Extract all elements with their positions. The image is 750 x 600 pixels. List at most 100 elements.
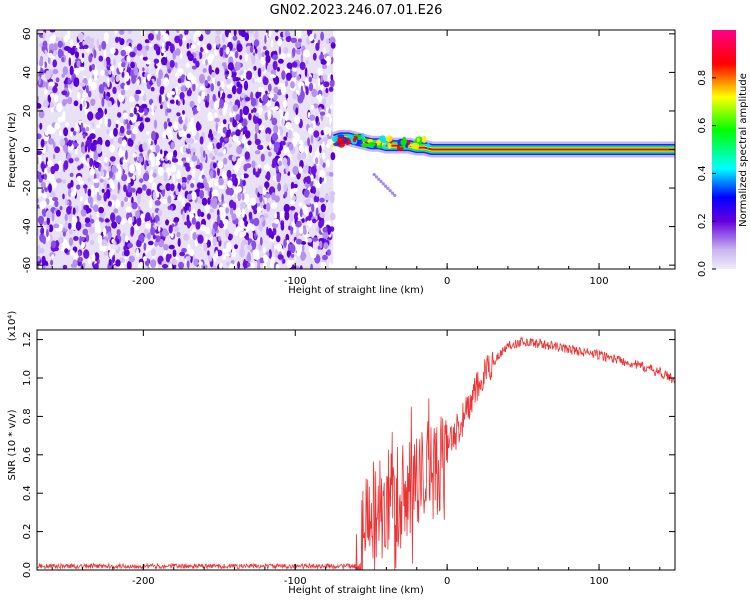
noise-speckle (74, 51, 80, 59)
noise-speckle (282, 99, 288, 108)
noise-speckle (331, 263, 336, 269)
noise-speckle (103, 227, 107, 237)
noise-speckle (209, 256, 212, 262)
noise-speckle (61, 73, 65, 78)
noise-speckle (255, 91, 260, 99)
noise-speckle (136, 187, 143, 194)
noise-speckle (151, 212, 154, 220)
noise-speckle (167, 134, 174, 140)
noise-speckle (96, 38, 100, 48)
y-tick-label: 0.2 (22, 524, 33, 540)
noise-speckle (86, 157, 90, 163)
noise-speckle (266, 226, 269, 236)
noise-speckle (79, 103, 83, 112)
y-tick-label: -60 (22, 257, 33, 273)
noise-speckle (215, 122, 218, 132)
noise-speckle (199, 136, 204, 145)
noise-speckle (320, 261, 327, 268)
noise-speckle (127, 138, 132, 147)
noise-speckle (115, 259, 121, 267)
noise-speckle (272, 93, 278, 101)
noise-speckle (146, 232, 151, 240)
noise-speckle (120, 89, 126, 96)
noise-speckle (267, 83, 272, 92)
noise-speckle (288, 225, 291, 231)
noise-speckle (243, 80, 249, 91)
noise-speckle (311, 88, 318, 98)
noise-speckle (106, 129, 110, 135)
noise-speckle (267, 109, 272, 120)
noise-speckle (235, 226, 241, 233)
noise-speckle (302, 228, 307, 235)
noise-speckle (154, 241, 158, 247)
noise-speckle (209, 208, 215, 213)
noise-speckle (149, 80, 153, 86)
noise-speckle (286, 62, 293, 69)
signal-blob (400, 139, 407, 146)
noise-speckle (146, 188, 152, 196)
noise-speckle (232, 35, 238, 41)
noise-speckle (308, 76, 313, 83)
noise-speckle (54, 146, 60, 154)
noise-speckle (245, 70, 253, 81)
noise-speckle (277, 254, 284, 260)
noise-speckle (299, 61, 306, 71)
noise-speckle (62, 193, 65, 200)
noise-speckle (275, 35, 279, 42)
noise-speckle (236, 43, 243, 53)
noise-speckle (204, 226, 211, 235)
noise-speckle (219, 108, 223, 116)
noise-speckle (219, 47, 224, 57)
noise-speckle (327, 225, 332, 235)
noise-speckle (175, 188, 179, 196)
noise-speckle (329, 262, 332, 269)
noise-speckle (273, 218, 280, 224)
noise-speckle (207, 197, 211, 205)
noise-speckle (126, 130, 132, 136)
noise-speckle (186, 260, 190, 268)
noise-speckle (182, 146, 186, 153)
noise-speckle (275, 235, 281, 243)
noise-speckle (111, 194, 117, 201)
noise-speckle (142, 93, 147, 102)
noise-speckle (178, 130, 184, 138)
noise-speckle (262, 77, 269, 86)
y-tick-label: 0.6 (22, 447, 33, 463)
x-tick-label: -200 (132, 276, 155, 287)
noise-speckle (106, 172, 110, 179)
noise-speckle (76, 184, 81, 190)
noise-speckle (248, 113, 252, 121)
noise-speckle (146, 73, 151, 82)
noise-speckle (115, 120, 121, 125)
noise-speckle (225, 70, 230, 75)
noise-speckle (213, 179, 219, 187)
colorbar-label: Normalized spectral amplitude (738, 73, 749, 227)
noise-speckle (163, 121, 168, 130)
noise-speckle (319, 139, 323, 145)
noise-speckle (242, 105, 250, 116)
noise-speckle (329, 78, 335, 88)
signal-blob (333, 142, 341, 147)
noise-speckle (277, 182, 282, 192)
noise-speckle (232, 104, 239, 112)
noise-speckle (194, 237, 199, 247)
noise-speckle (326, 249, 331, 256)
signal-trail-dot (390, 191, 395, 195)
noise-speckle (214, 47, 219, 56)
noise-speckle (69, 45, 76, 56)
noise-speckle (182, 210, 186, 221)
noise-speckle (172, 50, 176, 60)
noise-speckle (292, 47, 296, 57)
noise-speckle (63, 127, 69, 137)
noise-speckle (115, 173, 121, 181)
noise-speckle (255, 187, 258, 196)
noise-speckle (239, 247, 246, 258)
noise-speckle (131, 131, 136, 142)
noise-speckle (215, 35, 221, 45)
noise-speckle (322, 74, 327, 82)
noise-speckle (58, 236, 64, 244)
noise-speckle (204, 237, 208, 244)
noise-speckle (142, 48, 148, 58)
noise-speckle (190, 183, 195, 188)
noise-speckle (211, 228, 216, 236)
